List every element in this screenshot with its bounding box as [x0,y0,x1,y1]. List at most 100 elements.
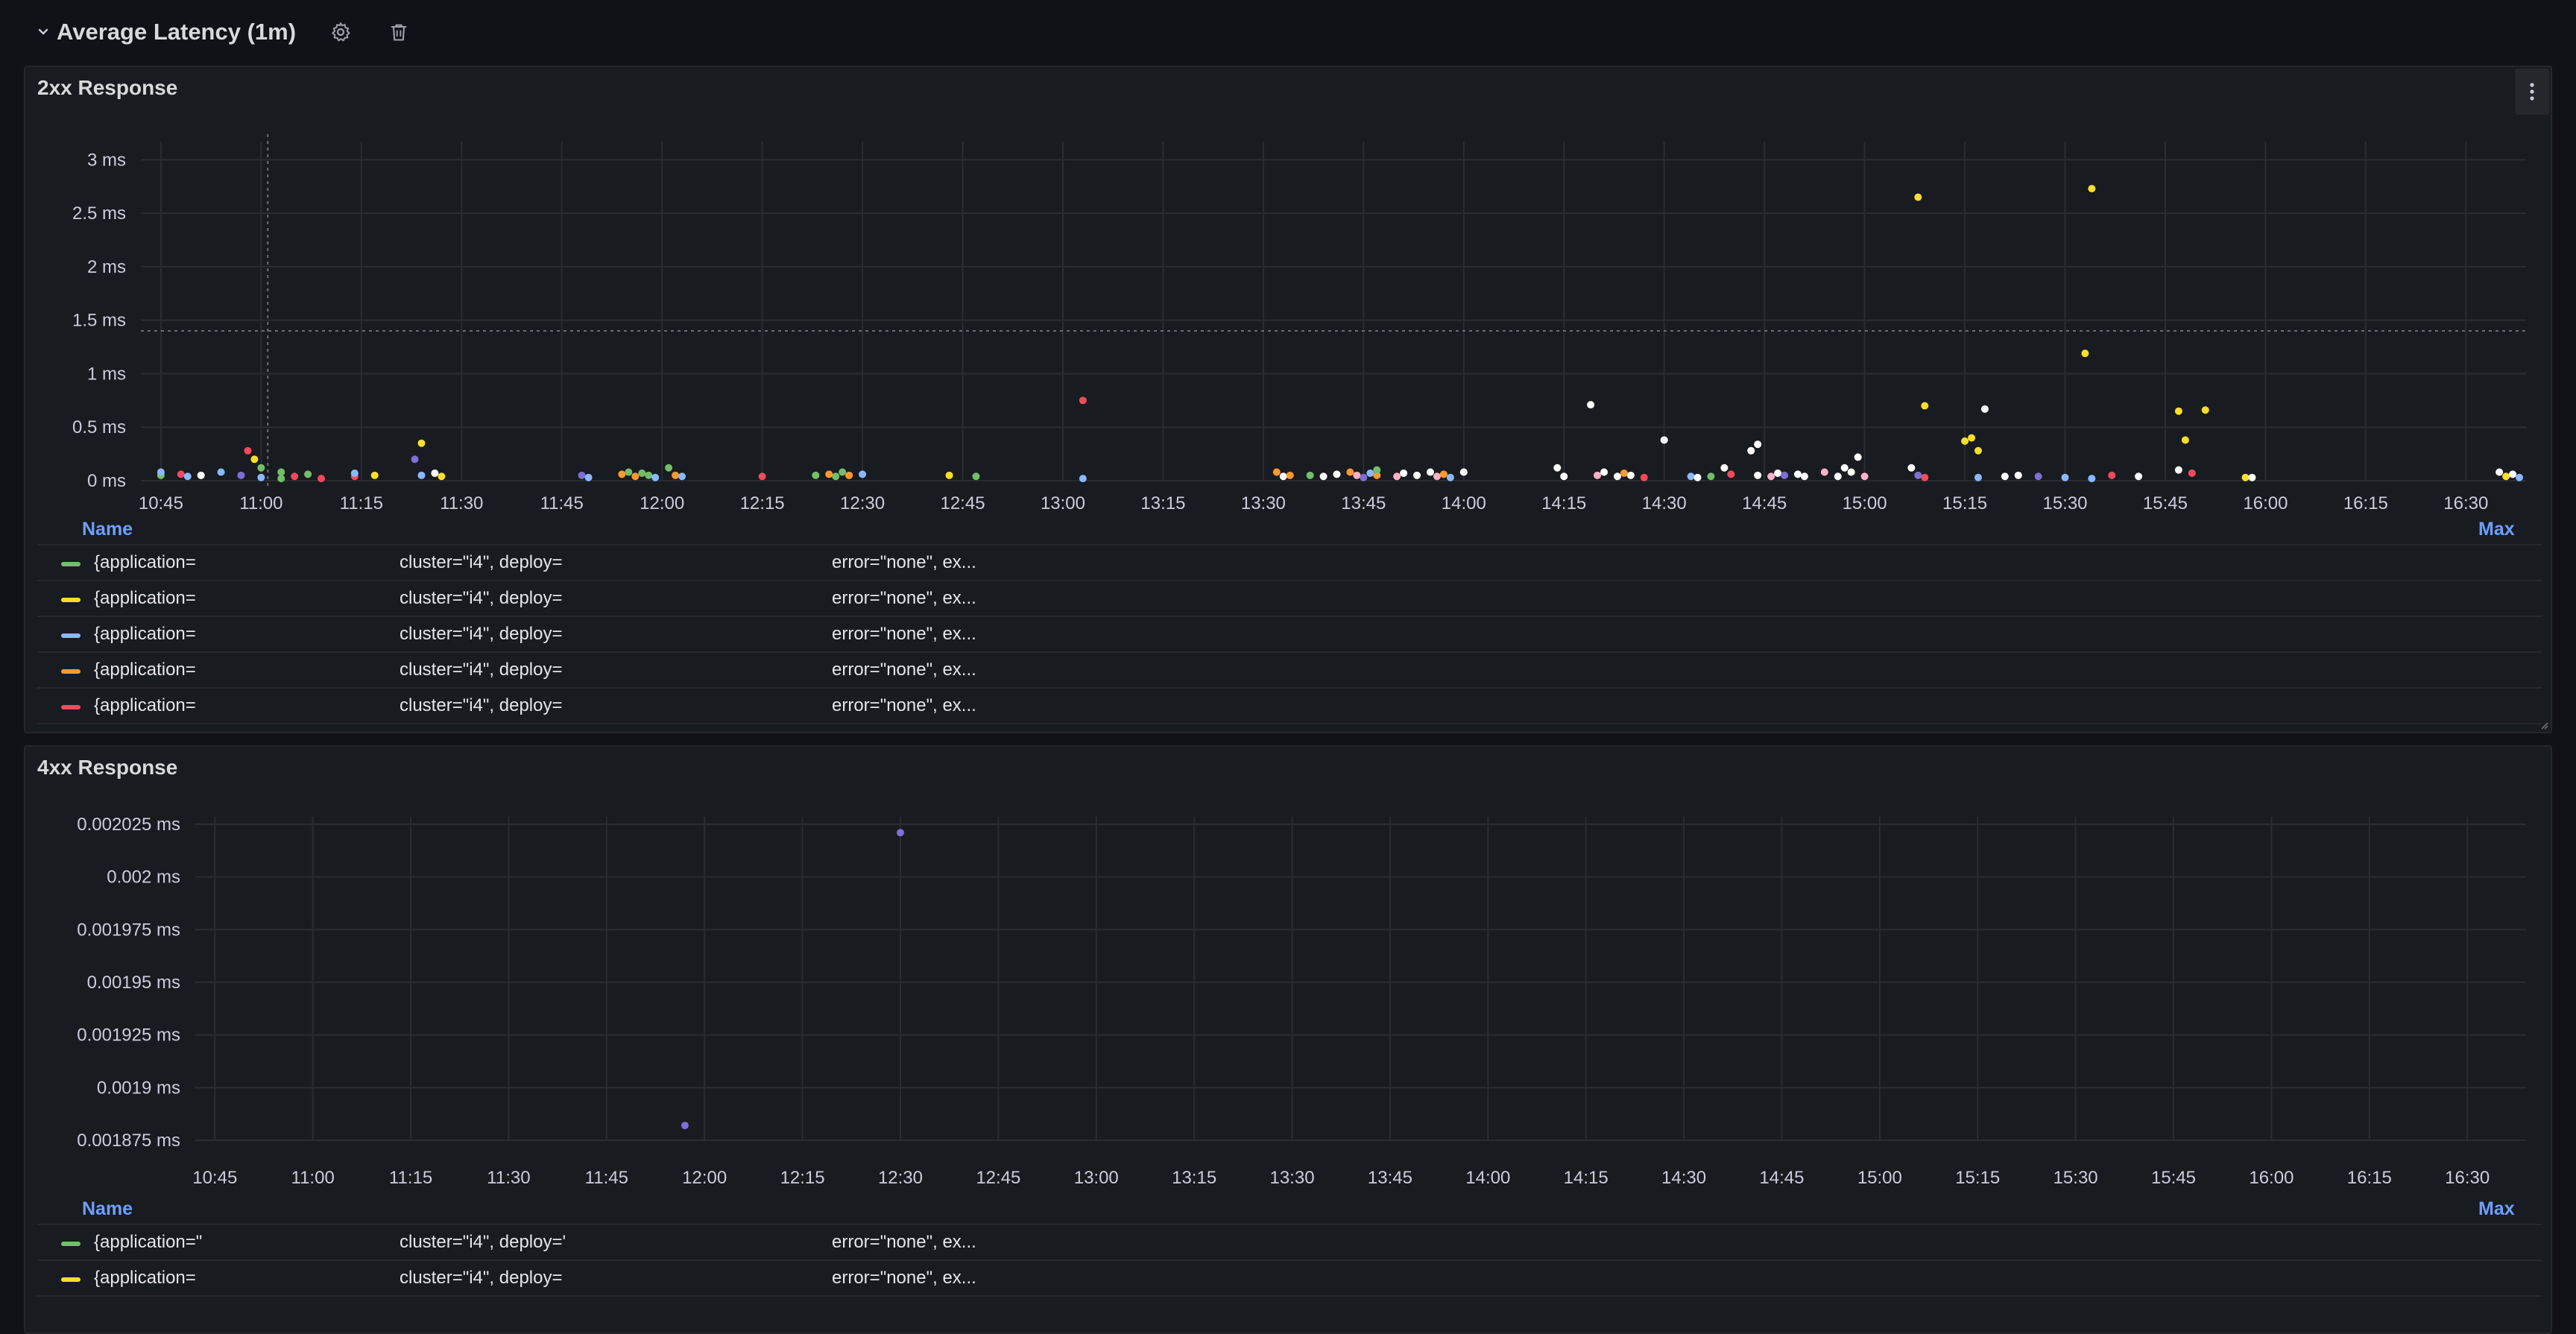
data-point [1687,472,1695,481]
x-tick-label: 16:00 [2243,493,2288,513]
legend-max-header[interactable]: Max [2478,519,2515,540]
series-swatch [61,1242,80,1246]
data-point [1860,472,1869,481]
series-swatch [61,633,80,638]
legend-label-part: {application= [94,624,196,644]
y-tick-label: 0.001875 ms [77,1131,180,1151]
x-tick-label: 16:30 [2445,1168,2490,1188]
legend-label-part: cluster="i4", deploy= [400,1268,563,1288]
data-point [318,475,326,483]
data-point [1854,453,1862,461]
row-title[interactable]: Average Latency (1m) [57,19,297,45]
x-tick-label: 15:00 [1857,1168,1902,1188]
legend-name-header[interactable]: Name [82,1198,133,1219]
data-point [438,472,446,481]
chevron-down-icon[interactable] [34,23,52,41]
data-point [631,472,640,481]
data-point [1459,468,1468,476]
x-tick-label: 14:15 [1564,1168,1609,1188]
data-point [431,469,439,477]
data-point [183,472,192,481]
legend-max-header[interactable]: Max [2478,1198,2515,1219]
legend-label-part: error="none", ex... [832,695,976,715]
data-point [832,472,840,481]
kebab-menu-icon[interactable] [2515,69,2549,115]
data-point [1560,472,1568,481]
legend-row[interactable]: {application= cluster="i4", deploy= erro… [37,653,2542,689]
legend-row[interactable]: {application= cluster="i4", deploy= erro… [37,1261,2542,1297]
x-tick-label: 13:15 [1172,1168,1216,1188]
x-tick-label: 12:15 [780,1168,825,1188]
series-swatch [61,705,80,709]
data-point [2174,466,2182,474]
data-point [2201,406,2209,414]
legend-label-part: cluster="i4", deploy= [400,588,563,608]
data-point [2135,472,2143,481]
y-tick-label: 0.5 ms [72,417,126,437]
x-tick-label: 15:30 [2042,493,2087,513]
data-point [1914,471,1922,479]
legend-label-part: {application=" [94,1232,203,1252]
data-point [277,468,285,476]
data-point [2174,407,2182,415]
chart-4xx-response[interactable]: 0.001875 ms 0.0019 ms 0.001925 ms 0.00195 m… [25,747,2552,1209]
legend-header: Name Max [37,514,2542,546]
data-point [2081,350,2089,358]
data-point [244,446,252,455]
panel-title[interactable]: 2xx Response [37,76,178,99]
data-point [2001,472,2009,481]
legend-label-part: {application= [94,1268,196,1288]
x-tick-label: 11:00 [291,1168,335,1188]
data-point [350,469,359,477]
x-tick-label: 11:30 [440,493,483,513]
legend-table: Name Max {application= cluster="i4", dep… [37,514,2542,724]
data-point [618,470,626,478]
data-point [1707,472,1715,481]
x-tick-label: 11:15 [389,1168,432,1188]
legend-row[interactable]: {application= cluster="i4", deploy= erro… [37,689,2542,724]
x-tick-label: 14:45 [1742,493,1787,513]
panel-title[interactable]: 4xx Response [37,756,178,779]
x-tick-label: 15:45 [2143,493,2188,513]
data-point [1626,471,1635,479]
legend-row[interactable]: {application= cluster="i4", deploy= erro… [37,581,2542,617]
x-tick-label: 14:00 [1465,1168,1510,1188]
data-point [1366,469,1374,477]
data-point [1820,468,1828,476]
x-tick-label: 13:00 [1074,1168,1119,1188]
data-point [1747,446,1755,455]
x-tick-label: 10:45 [192,1168,237,1188]
data-point [945,471,953,479]
data-point [1907,464,1916,472]
data-point [1319,472,1328,481]
x-tick-label: 10:45 [139,493,183,513]
data-point [665,464,673,472]
legend-row[interactable]: {application=" cluster="i4", deploy=' er… [37,1225,2542,1261]
y-tick-label: 1 ms [87,364,126,384]
legend-label-part: {application= [94,660,196,680]
chart-2xx-response[interactable]: 0 ms 0.5 ms 1 ms 1.5 ms 2 ms 2.5 ms 3 ms 10:45 1… [25,67,2552,529]
resize-handle-icon[interactable] [2539,720,2549,730]
data-point [1426,468,1434,476]
legend-table: Name Max {application=" cluster="i4", de… [37,1194,2542,1297]
data-point [2509,470,2517,478]
legend-name-header[interactable]: Name [82,519,133,540]
data-point [1353,471,1361,479]
data-point [1640,473,1648,481]
y-tick-label: 1.5 ms [72,311,126,331]
panel-2xx-response: 2xx Response 0 ms 0.5 ms 1 ms 1.5 ms 2 ms 2.5… [24,66,2552,733]
data-point [1620,469,1628,477]
x-tick-label: 15:00 [1843,493,1887,513]
data-point [1079,475,1087,483]
data-point [839,468,847,476]
data-point [237,471,245,479]
y-tick-label: 0.00195 ms [87,973,180,993]
data-point [972,472,980,481]
legend-row[interactable]: {application= cluster="i4", deploy= erro… [37,617,2542,653]
legend-row[interactable]: {application= cluster="i4", deploy= erro… [37,546,2542,581]
data-point [1968,434,1976,442]
data-point [1980,405,1989,413]
data-point [1774,469,1782,477]
gear-icon[interactable] [323,14,359,50]
trash-icon[interactable] [381,14,417,50]
